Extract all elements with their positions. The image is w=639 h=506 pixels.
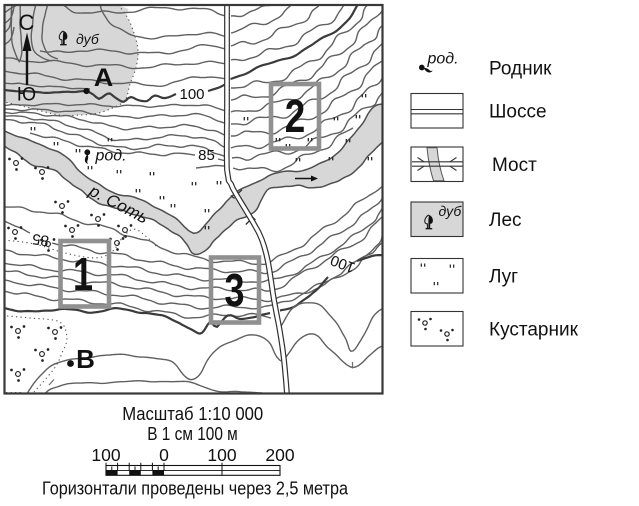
svg-text:В: В bbox=[76, 344, 95, 374]
svg-text:В 1 см 100 м: В 1 см 100 м bbox=[147, 423, 238, 444]
svg-text:85: 85 bbox=[198, 147, 215, 164]
svg-text:1: 1 bbox=[73, 248, 93, 300]
svg-text:Шоссе: Шоссе bbox=[489, 102, 547, 123]
svg-text:0: 0 bbox=[159, 445, 169, 465]
svg-text:Луг: Луг bbox=[489, 267, 518, 288]
svg-text:дуб: дуб bbox=[439, 203, 463, 219]
svg-text:100: 100 bbox=[91, 445, 120, 465]
svg-text:дуб: дуб bbox=[76, 31, 100, 47]
svg-text:2: 2 bbox=[285, 90, 306, 142]
svg-text:Лес: Лес bbox=[489, 210, 522, 231]
svg-text:Ю: Ю bbox=[17, 85, 36, 106]
svg-text:Кустарник: Кустарник bbox=[489, 320, 579, 341]
svg-text:Масштаб 1:10 000: Масштаб 1:10 000 bbox=[122, 403, 263, 424]
svg-text:род.: род. bbox=[95, 148, 127, 165]
svg-text:Горизонтали проведены через 2,: Горизонтали проведены через 2,5 метра bbox=[42, 478, 349, 499]
svg-text:С: С bbox=[19, 10, 35, 35]
svg-text:200: 200 bbox=[265, 445, 294, 465]
svg-text:3: 3 bbox=[225, 264, 245, 316]
svg-text:100: 100 bbox=[179, 86, 204, 103]
svg-text:85: 85 bbox=[31, 230, 50, 249]
svg-text:Родник: Родник bbox=[489, 59, 552, 80]
svg-text:Мост: Мост bbox=[492, 155, 537, 176]
svg-text:род.: род. bbox=[427, 51, 459, 68]
svg-text:А: А bbox=[94, 64, 114, 92]
svg-text:100: 100 bbox=[207, 445, 236, 465]
